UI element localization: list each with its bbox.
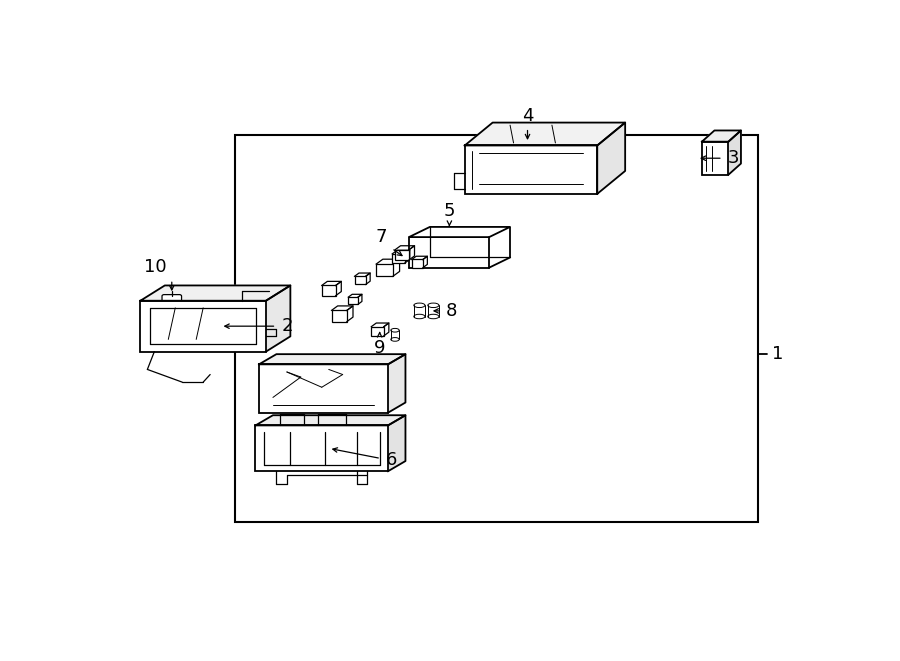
Polygon shape (388, 354, 406, 412)
Text: 1: 1 (771, 345, 783, 363)
Polygon shape (409, 227, 510, 237)
Bar (140, 301, 266, 352)
Bar (392, 254, 405, 263)
Ellipse shape (391, 329, 400, 332)
FancyBboxPatch shape (162, 295, 182, 317)
Polygon shape (598, 122, 626, 194)
Text: 9: 9 (374, 339, 385, 357)
Ellipse shape (391, 338, 400, 341)
Bar (376, 264, 393, 276)
Bar (348, 297, 358, 304)
Bar (464, 145, 598, 194)
Bar (411, 260, 423, 268)
Text: 3: 3 (728, 149, 739, 167)
Polygon shape (702, 130, 741, 141)
Bar (256, 426, 388, 471)
Text: 6: 6 (386, 451, 397, 469)
Ellipse shape (414, 303, 425, 307)
Text: 5: 5 (444, 202, 455, 220)
Polygon shape (256, 415, 406, 426)
Bar (322, 286, 336, 295)
Ellipse shape (428, 314, 439, 319)
Bar (702, 141, 728, 175)
Text: 4: 4 (522, 107, 534, 125)
Text: 2: 2 (282, 317, 292, 335)
Ellipse shape (428, 303, 439, 307)
Bar (259, 364, 388, 412)
Polygon shape (464, 122, 626, 145)
Polygon shape (728, 130, 741, 175)
Bar (235, 136, 758, 522)
Ellipse shape (414, 314, 425, 319)
Text: 10: 10 (144, 258, 166, 276)
Polygon shape (266, 286, 291, 352)
Polygon shape (140, 286, 291, 301)
Polygon shape (259, 354, 406, 364)
Bar (355, 276, 365, 284)
Bar (372, 327, 383, 336)
Polygon shape (388, 415, 406, 471)
Text: 8: 8 (446, 302, 457, 320)
Text: 7: 7 (376, 228, 387, 247)
Bar (331, 311, 346, 322)
Bar (395, 250, 409, 260)
